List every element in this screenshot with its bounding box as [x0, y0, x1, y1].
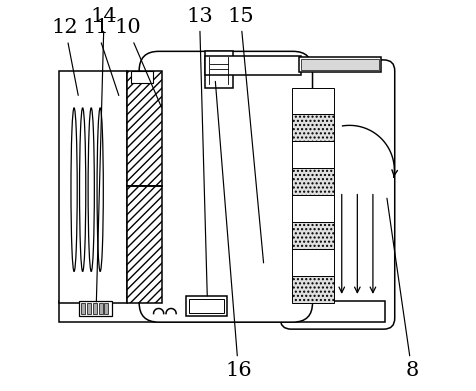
Text: 13: 13	[186, 7, 212, 296]
Bar	[292, 249, 334, 276]
Bar	[87, 303, 90, 314]
Bar	[81, 303, 85, 314]
Ellipse shape	[97, 108, 103, 271]
Bar	[131, 71, 152, 83]
Bar	[104, 303, 108, 314]
Bar	[298, 57, 380, 72]
Bar	[292, 88, 334, 115]
Text: 12: 12	[52, 18, 78, 95]
Bar	[292, 168, 334, 195]
Ellipse shape	[79, 108, 86, 271]
Bar	[292, 276, 334, 303]
Text: 11: 11	[83, 18, 119, 95]
Bar	[59, 301, 384, 322]
Bar	[127, 71, 161, 186]
Bar	[59, 71, 127, 303]
Bar	[188, 299, 223, 313]
Bar	[292, 195, 334, 222]
Bar	[300, 59, 378, 70]
Bar	[79, 301, 112, 316]
Bar	[186, 296, 226, 316]
Bar	[205, 56, 300, 75]
Bar	[127, 186, 161, 303]
Bar	[292, 141, 334, 168]
Text: 8: 8	[386, 198, 417, 380]
Ellipse shape	[71, 108, 77, 271]
Text: 14: 14	[90, 7, 117, 302]
Text: 15: 15	[227, 7, 263, 263]
Text: 10: 10	[114, 18, 161, 107]
FancyBboxPatch shape	[279, 60, 394, 329]
Bar	[205, 51, 232, 88]
Bar	[292, 222, 334, 249]
Bar	[93, 303, 97, 314]
Bar	[292, 115, 334, 141]
FancyBboxPatch shape	[139, 51, 312, 322]
Ellipse shape	[88, 108, 94, 271]
Text: 16: 16	[215, 81, 251, 380]
Bar	[99, 303, 102, 314]
